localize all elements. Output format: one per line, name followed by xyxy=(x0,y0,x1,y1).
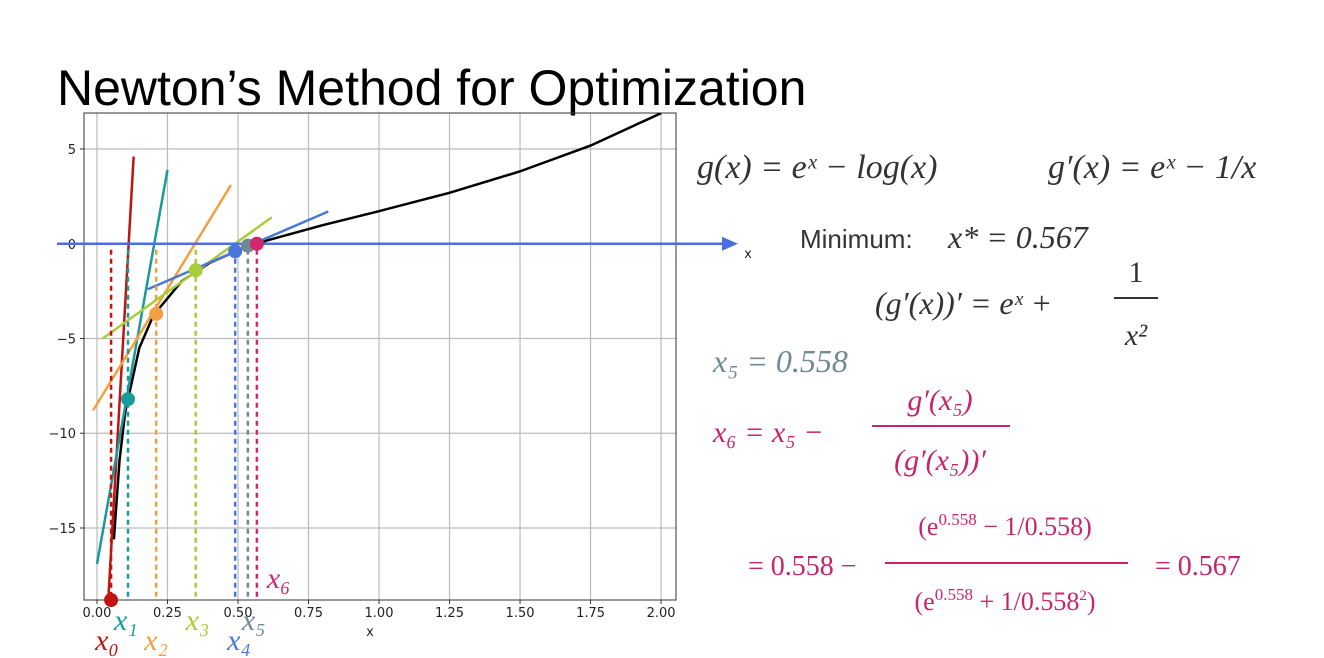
equation-label: Minimum: xyxy=(800,224,913,254)
tangent-line xyxy=(101,216,273,340)
iterate-label: x₄ xyxy=(226,624,251,657)
superscript: 2 xyxy=(1079,588,1087,604)
arrow-head xyxy=(722,236,738,251)
slide-title: Newton’s Method for Optimization xyxy=(57,60,806,116)
y-tick-label: 0 xyxy=(68,238,76,253)
x-axis-label: x xyxy=(366,625,374,640)
equation: (g′(x))′ = eˣ + xyxy=(875,285,1052,321)
equations: g(x) = eˣ − log(x) g′(x) = eˣ − 1/x Mini… xyxy=(697,149,1256,616)
x-tick-label: 0.25 xyxy=(153,606,182,621)
iterate-label: x₅ xyxy=(241,604,266,637)
equation: g(x) = eˣ − log(x) xyxy=(697,149,938,186)
text: + 1/0.558 xyxy=(973,587,1079,616)
iterate-point xyxy=(249,236,264,251)
x-tick-label: 2.00 xyxy=(647,606,676,621)
y-tick-label: −10 xyxy=(49,427,76,442)
text: (e xyxy=(918,512,938,541)
y-tick-label: −15 xyxy=(49,522,76,537)
iterate-point xyxy=(188,263,203,278)
tangent-line xyxy=(91,184,233,412)
iterate-point xyxy=(104,593,119,607)
tangent-line xyxy=(95,169,169,565)
equation: x₆ = x₅ − xyxy=(712,416,823,449)
equation: = 0.558 − xyxy=(748,551,857,582)
equation: = 0.567 xyxy=(1155,551,1241,582)
iterate-label: x₆ xyxy=(266,562,291,595)
x-tick-label: 1.75 xyxy=(576,606,605,621)
superscript: 0.558 xyxy=(935,585,973,604)
y-tick-label: 5 xyxy=(68,143,76,158)
zero-axis-label: x xyxy=(744,247,752,262)
superscript: 0.558 xyxy=(938,510,976,529)
tangent-line xyxy=(107,156,135,600)
plot-area xyxy=(91,113,662,600)
iterate-point xyxy=(149,306,164,321)
iterate-label: x₁ xyxy=(113,604,138,637)
equation: x₅ = 0.558 xyxy=(712,343,848,379)
x-tick-label: 1.25 xyxy=(435,606,464,621)
plot-frame xyxy=(83,112,677,601)
iterate-label: x₃ xyxy=(185,604,210,637)
text: ) xyxy=(1087,587,1096,616)
text: (e xyxy=(914,587,934,616)
iterate-point xyxy=(228,244,243,259)
x-tick-label: 1.50 xyxy=(506,606,535,621)
x-tick-label: 0.75 xyxy=(294,606,323,621)
x-tick-label: 1.00 xyxy=(365,606,394,621)
x-tick-label: 0.00 xyxy=(82,606,111,621)
equation: g′(x) = eˣ − 1/x xyxy=(1048,149,1256,186)
y-tick-label: −5 xyxy=(57,332,76,347)
iterate-point xyxy=(120,392,135,407)
fraction-denominator: (e0.558 + 1/0.5582) xyxy=(914,585,1095,616)
fraction-numerator: (e0.558 − 1/0.558) xyxy=(918,510,1092,541)
iterate-label: x₂ xyxy=(143,624,168,657)
fraction-numerator: 1 xyxy=(1129,256,1144,289)
text: − 1/0.558) xyxy=(977,512,1092,541)
x-tick-label: 0.50 xyxy=(224,606,253,621)
chart: 0.00 0.25 0.50 0.75 1.00 1.25 1.50 1.75 2.00 5 0 −5… xyxy=(49,112,752,657)
iterate-label: x₀ xyxy=(94,624,119,657)
fraction-denominator: x² xyxy=(1124,319,1148,352)
equation: x* = 0.567 xyxy=(947,219,1090,255)
fraction-denominator: (g′(x₅))′ xyxy=(894,444,986,477)
fraction-numerator: g′(x₅) xyxy=(907,384,972,417)
